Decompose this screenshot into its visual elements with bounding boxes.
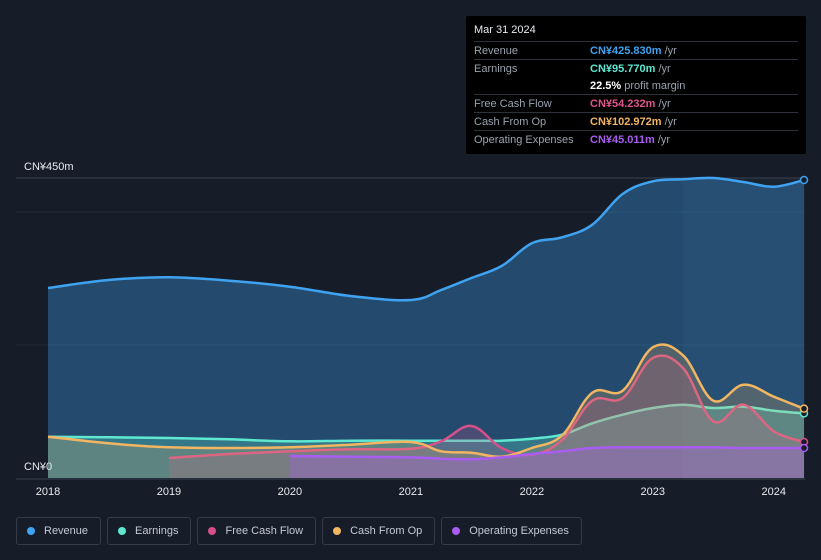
legend-dot-icon: [208, 527, 217, 535]
tooltip-row-value: CN¥425.830m: [590, 44, 662, 57]
tooltip-row-unit: /yr: [658, 62, 671, 75]
tooltip-row-unit: /yr: [658, 97, 671, 110]
tooltip-row-unit: /yr: [657, 133, 671, 146]
legend-label: Earnings: [135, 525, 179, 537]
earnings-line: [47, 403, 805, 443]
tooltip-row-label: Earnings: [474, 62, 518, 75]
tooltip-row-label: Operating Expenses: [474, 133, 574, 146]
revenue-area: [48, 177, 804, 478]
tooltip-row-unit: /yr: [664, 44, 677, 57]
revenue-line: [47, 176, 805, 302]
cash-from-op-area: [48, 344, 804, 478]
operating-expenses-area: [289, 447, 804, 478]
x-tick-label: 2024: [762, 486, 786, 498]
tooltip-row: Operating Expenses CN¥45.011m/yr: [474, 130, 798, 148]
legend-label: Operating Expenses: [469, 525, 569, 537]
tooltip-row-value: CN¥45.011m: [590, 133, 655, 146]
tooltip-row: Cash From Op CN¥102.972m/yr: [474, 112, 798, 130]
legend-label: Free Cash Flow: [225, 525, 304, 537]
operating-expenses-line: [289, 446, 804, 461]
cash-from-op-line: [47, 343, 805, 459]
legend-dot-icon: [452, 527, 461, 535]
free-cash-flow-line: [168, 354, 805, 460]
y-axis-bottom-label: CN¥0: [24, 461, 52, 473]
tooltip-row: Free Cash Flow CN¥54.232m/yr: [474, 94, 798, 112]
tooltip: Mar 31 2024 Revenue CN¥425.830m/yr Earning…: [466, 16, 806, 154]
legend-label: Cash From Op: [350, 525, 423, 537]
legend-dot-icon: [27, 527, 35, 535]
legend-item[interactable]: Revenue: [16, 517, 102, 545]
legend-item[interactable]: Operating Expenses: [441, 517, 582, 545]
x-tick-label: 2021: [399, 486, 423, 498]
legend-dot-icon: [333, 527, 342, 535]
tooltip-row-value: CN¥54.232m: [590, 97, 656, 110]
tooltip-row-value: 22.5%: [590, 79, 622, 92]
x-tick-label: 2020: [278, 486, 302, 498]
tooltip-row-label: Cash From Op: [474, 115, 547, 128]
operating-expenses-end-marker: [799, 443, 809, 453]
legend-label: Revenue: [44, 525, 89, 537]
tooltip-row: 22.5% profit margin: [474, 77, 798, 94]
x-tick-label: 2022: [520, 486, 544, 498]
y-axis-top-label: CN¥450m: [24, 161, 74, 173]
tooltip-row-value: CN¥102.972m: [590, 115, 662, 128]
tooltip-row-label: Revenue: [474, 44, 519, 57]
legend-item[interactable]: Cash From Op: [322, 517, 436, 545]
legend-item[interactable]: Earnings: [107, 517, 192, 545]
x-tick-label: 2023: [641, 486, 665, 498]
tooltip-row-value: CN¥95.770m: [590, 62, 656, 75]
tooltip-row-unit: profit margin: [624, 79, 686, 92]
x-tick-label: 2018: [36, 486, 60, 498]
tooltip-row: Revenue CN¥425.830m/yr: [474, 41, 798, 59]
legend-item[interactable]: Free Cash Flow: [197, 517, 317, 545]
revenue-end-marker: [799, 175, 809, 185]
x-tick-label: 2019: [157, 486, 181, 498]
tooltip-date: Mar 31 2024: [474, 24, 536, 36]
legend-dot-icon: [118, 527, 127, 535]
tooltip-row-unit: /yr: [664, 115, 677, 128]
cash-from-op-end-marker: [799, 404, 809, 413]
tooltip-row-label: Free Cash Flow: [474, 97, 552, 110]
legend: Revenue Earnings Free Cash Flow Cash From O…: [16, 517, 582, 545]
highlight-region: [683, 178, 805, 480]
tooltip-row: Earnings CN¥95.770m/yr: [474, 59, 798, 77]
